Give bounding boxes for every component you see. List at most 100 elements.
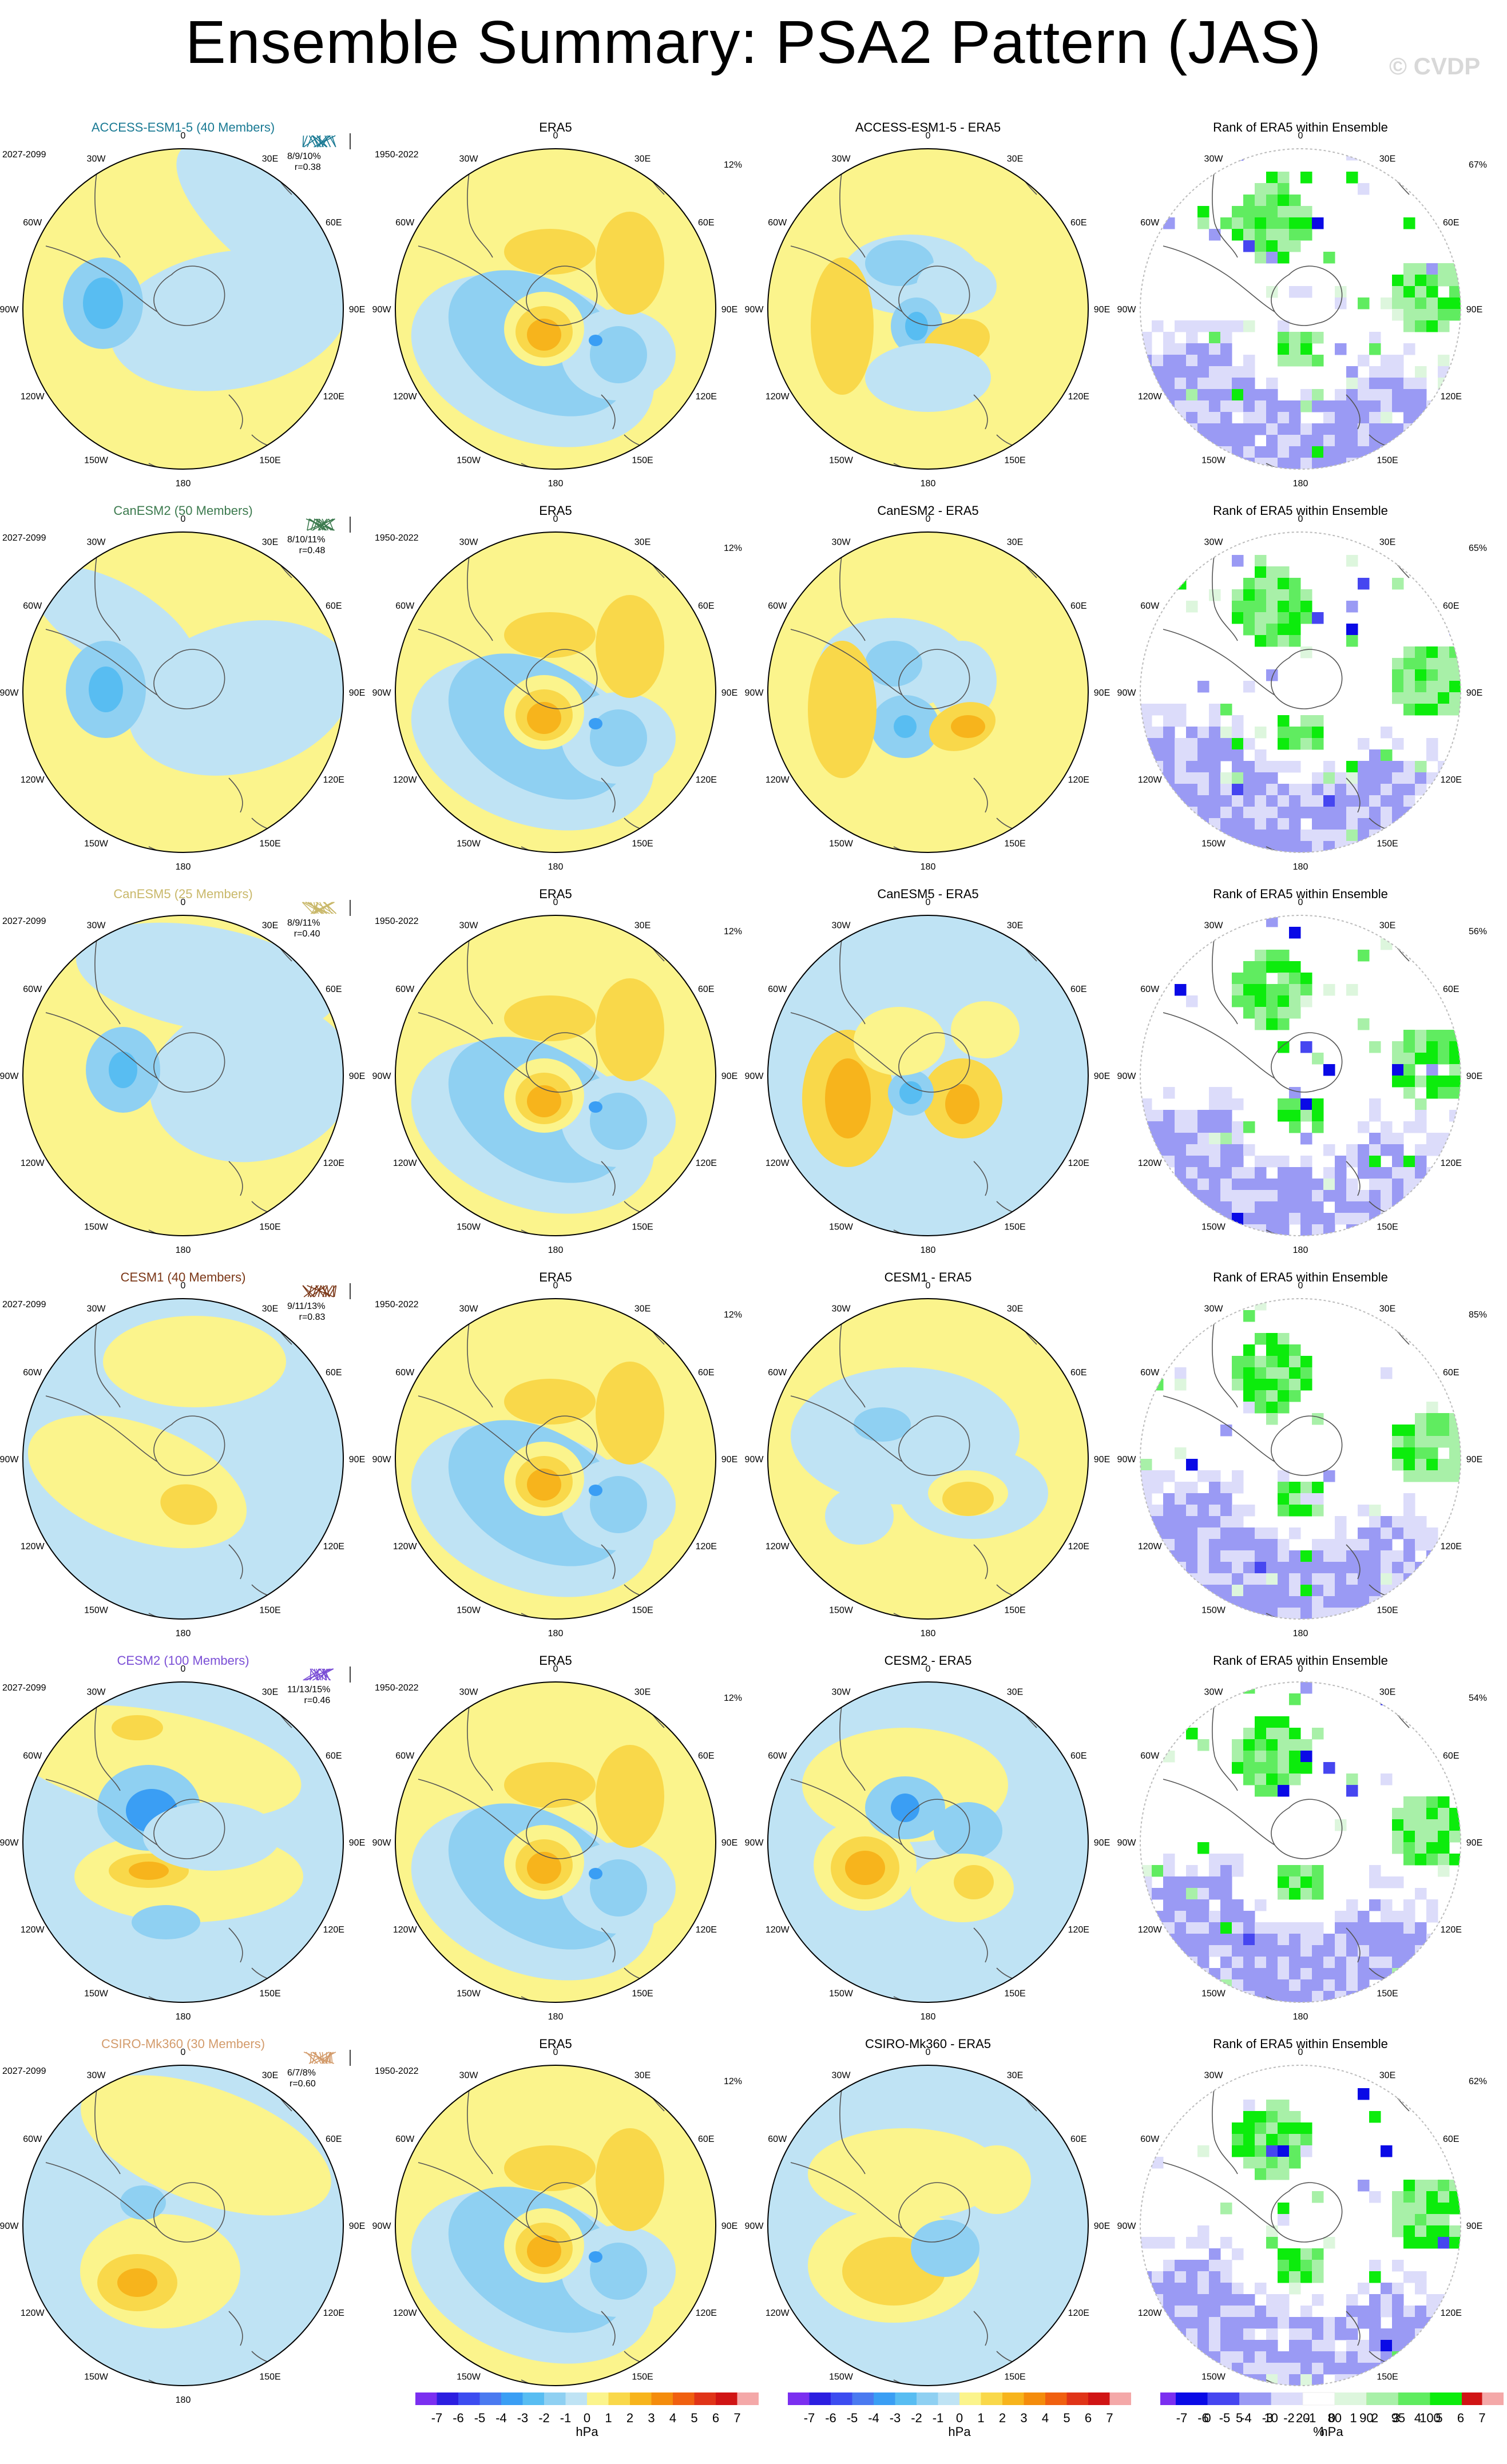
rank-cell [1335, 1167, 1347, 1179]
rank-cell [1403, 1190, 1415, 1202]
rank-cell [1300, 1133, 1312, 1145]
rank-cell [1197, 1573, 1209, 1585]
rank-cell [1209, 1493, 1221, 1505]
obs-contours [395, 915, 716, 1236]
rank-cell [1220, 1888, 1232, 1900]
rank-cell [1392, 1550, 1404, 1562]
rank-cell [1278, 1333, 1290, 1345]
difference-panel: CESM1 - ERA5 0 30E 60E 90E 120E 150E 180 150W 120… [745, 1270, 1111, 1648]
rank-field [1140, 1682, 1461, 2002]
rank-cell [1415, 704, 1427, 716]
rank-cell [1415, 1156, 1427, 1168]
rank-cell [1175, 1876, 1187, 1888]
lon-label: 60E [1070, 1751, 1086, 1761]
rank-cell [1335, 1596, 1347, 1608]
rank-cell [1369, 343, 1381, 355]
rank-cell [1323, 772, 1335, 784]
rank-cell [1163, 1190, 1175, 1202]
colorbar-unit: % [1313, 2425, 1324, 2439]
rank-cell [1175, 1899, 1187, 1911]
rank-cell [1186, 1922, 1198, 1934]
rank-cell [1175, 1596, 1187, 1608]
lon-label: 30W [87, 2071, 106, 2081]
rank-cell [1346, 1562, 1358, 1574]
rank-cell [1312, 1179, 1324, 1191]
rank-cell [1140, 1596, 1152, 1608]
rank-cell [1266, 818, 1278, 830]
colorbar-label: -6 [825, 2411, 836, 2425]
rank-cell [1369, 1179, 1381, 1191]
rank-cell [1175, 1167, 1187, 1179]
lon-label: 30W [1204, 1688, 1224, 1697]
rank-cell [1426, 2306, 1438, 2318]
rank-cell [1243, 973, 1255, 985]
rank-cell [1152, 1957, 1164, 1969]
rank-cell [1163, 749, 1175, 761]
rank-cell [1197, 2317, 1209, 2329]
rank-cell [1278, 612, 1290, 624]
rank-cell [1403, 1991, 1415, 2002]
lon-label: 120W [393, 775, 418, 785]
rank-cell [1266, 1968, 1278, 1980]
rank-cell [1381, 378, 1393, 390]
rank-cell [1152, 1693, 1164, 1705]
rank-cell [1152, 749, 1164, 761]
rank-cell [1449, 692, 1461, 704]
rank-cell [1415, 841, 1427, 852]
rank-cell [1152, 818, 1164, 830]
lon-label: 30W [87, 1304, 106, 1314]
rank-cell [1358, 183, 1370, 195]
colorbar-hpa-2: -7 -6 -5 -4 -3 -2 -1 0 1 2 3 4 5 6 7 hPa [788, 2392, 1131, 2450]
rank-cell [1175, 1367, 1187, 1379]
lon-label: 120E [1068, 2308, 1089, 2318]
rank-cell [1278, 841, 1290, 852]
rank-cell [1358, 1121, 1370, 1133]
rank-cell [1438, 1436, 1450, 1448]
rank-cell [1403, 1064, 1415, 1076]
rank-cell [1197, 1842, 1209, 1854]
rank-cell [1392, 2203, 1404, 2215]
rank-cell [1289, 961, 1301, 973]
rank-cell [1403, 2191, 1415, 2203]
rank-cell [1289, 1493, 1301, 1505]
rank-cell [1426, 1144, 1438, 1156]
rank-cell [1243, 1201, 1255, 1213]
rank-cell [1209, 727, 1221, 739]
contour-region [928, 641, 997, 721]
rank-cell [1232, 973, 1244, 985]
rank-cell [1289, 578, 1301, 590]
rank-cell [1278, 1344, 1290, 1356]
rank-cell [1392, 297, 1404, 310]
rank-cell [1175, 1516, 1187, 1528]
diff-contours [768, 2065, 1088, 2386]
contour-region [590, 2243, 647, 2300]
rank-cell [1369, 807, 1381, 819]
rank-cell [1289, 1979, 1301, 1991]
colorbar-label: 95 [1391, 2411, 1405, 2425]
rank-cell [1243, 2294, 1255, 2306]
rank-cell [1415, 1425, 1427, 1437]
lon-label: 30E [634, 921, 651, 931]
rank-cell [1140, 1585, 1152, 1597]
rank-cell [1163, 1608, 1175, 1619]
rank-cell [1369, 772, 1381, 784]
rank-cell [1449, 1596, 1461, 1608]
rank-cell [1255, 1945, 1267, 1957]
rank-cell [1369, 366, 1381, 378]
rank-cell [1369, 1957, 1381, 1969]
lon-label: 150E [632, 2372, 653, 2382]
lon-label: 30E [634, 1688, 651, 1697]
rank-cell [1403, 704, 1415, 716]
rank-cell [1232, 1922, 1244, 1934]
rank-cell [1438, 1796, 1450, 1808]
ensemble-contours [23, 2065, 343, 2386]
rank-cell [1300, 2317, 1312, 2329]
rank-cell [1403, 1470, 1415, 1482]
rank-cell [1300, 807, 1312, 819]
contour-region [504, 229, 596, 275]
rank-cell [1243, 2145, 1255, 2157]
rank-cell [1209, 389, 1221, 401]
rank-cell [1232, 2306, 1244, 2318]
rank-cell [1289, 229, 1301, 241]
